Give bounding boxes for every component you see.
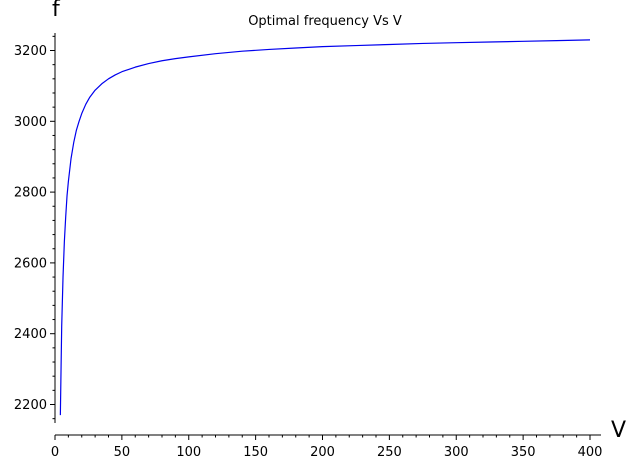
y-tick-label: 2600 (14, 256, 47, 271)
x-tick-label: 0 (51, 445, 59, 460)
y-tick-label: 3000 (14, 115, 47, 130)
y-tick-label: 2200 (14, 398, 47, 413)
plot-area (59, 39, 591, 416)
x-tick-label: 350 (511, 445, 536, 460)
ticks: 0 50 100 150 200 250 300 350 400 2200 2400 2600 2800… (14, 35, 603, 460)
x-tick-label: 400 (578, 445, 603, 460)
y-tick-label: 2800 (14, 186, 47, 201)
x-tick-label: 300 (444, 445, 469, 460)
x-tick-label: 100 (176, 445, 201, 460)
x-tick-label: 50 (114, 445, 131, 460)
x-tick-label: 200 (310, 445, 335, 460)
y-tick-label: 2400 (14, 327, 47, 342)
x-axis-label: V (611, 418, 626, 443)
chart-title: Optimal frequency Vs V (248, 14, 402, 29)
y-axis-label: f (52, 0, 61, 22)
y-tick-label: 3200 (14, 44, 47, 59)
x-tick-label: 250 (377, 445, 402, 460)
axes (54, 33, 601, 436)
series-line (59, 39, 591, 416)
x-tick-label: 150 (243, 445, 268, 460)
